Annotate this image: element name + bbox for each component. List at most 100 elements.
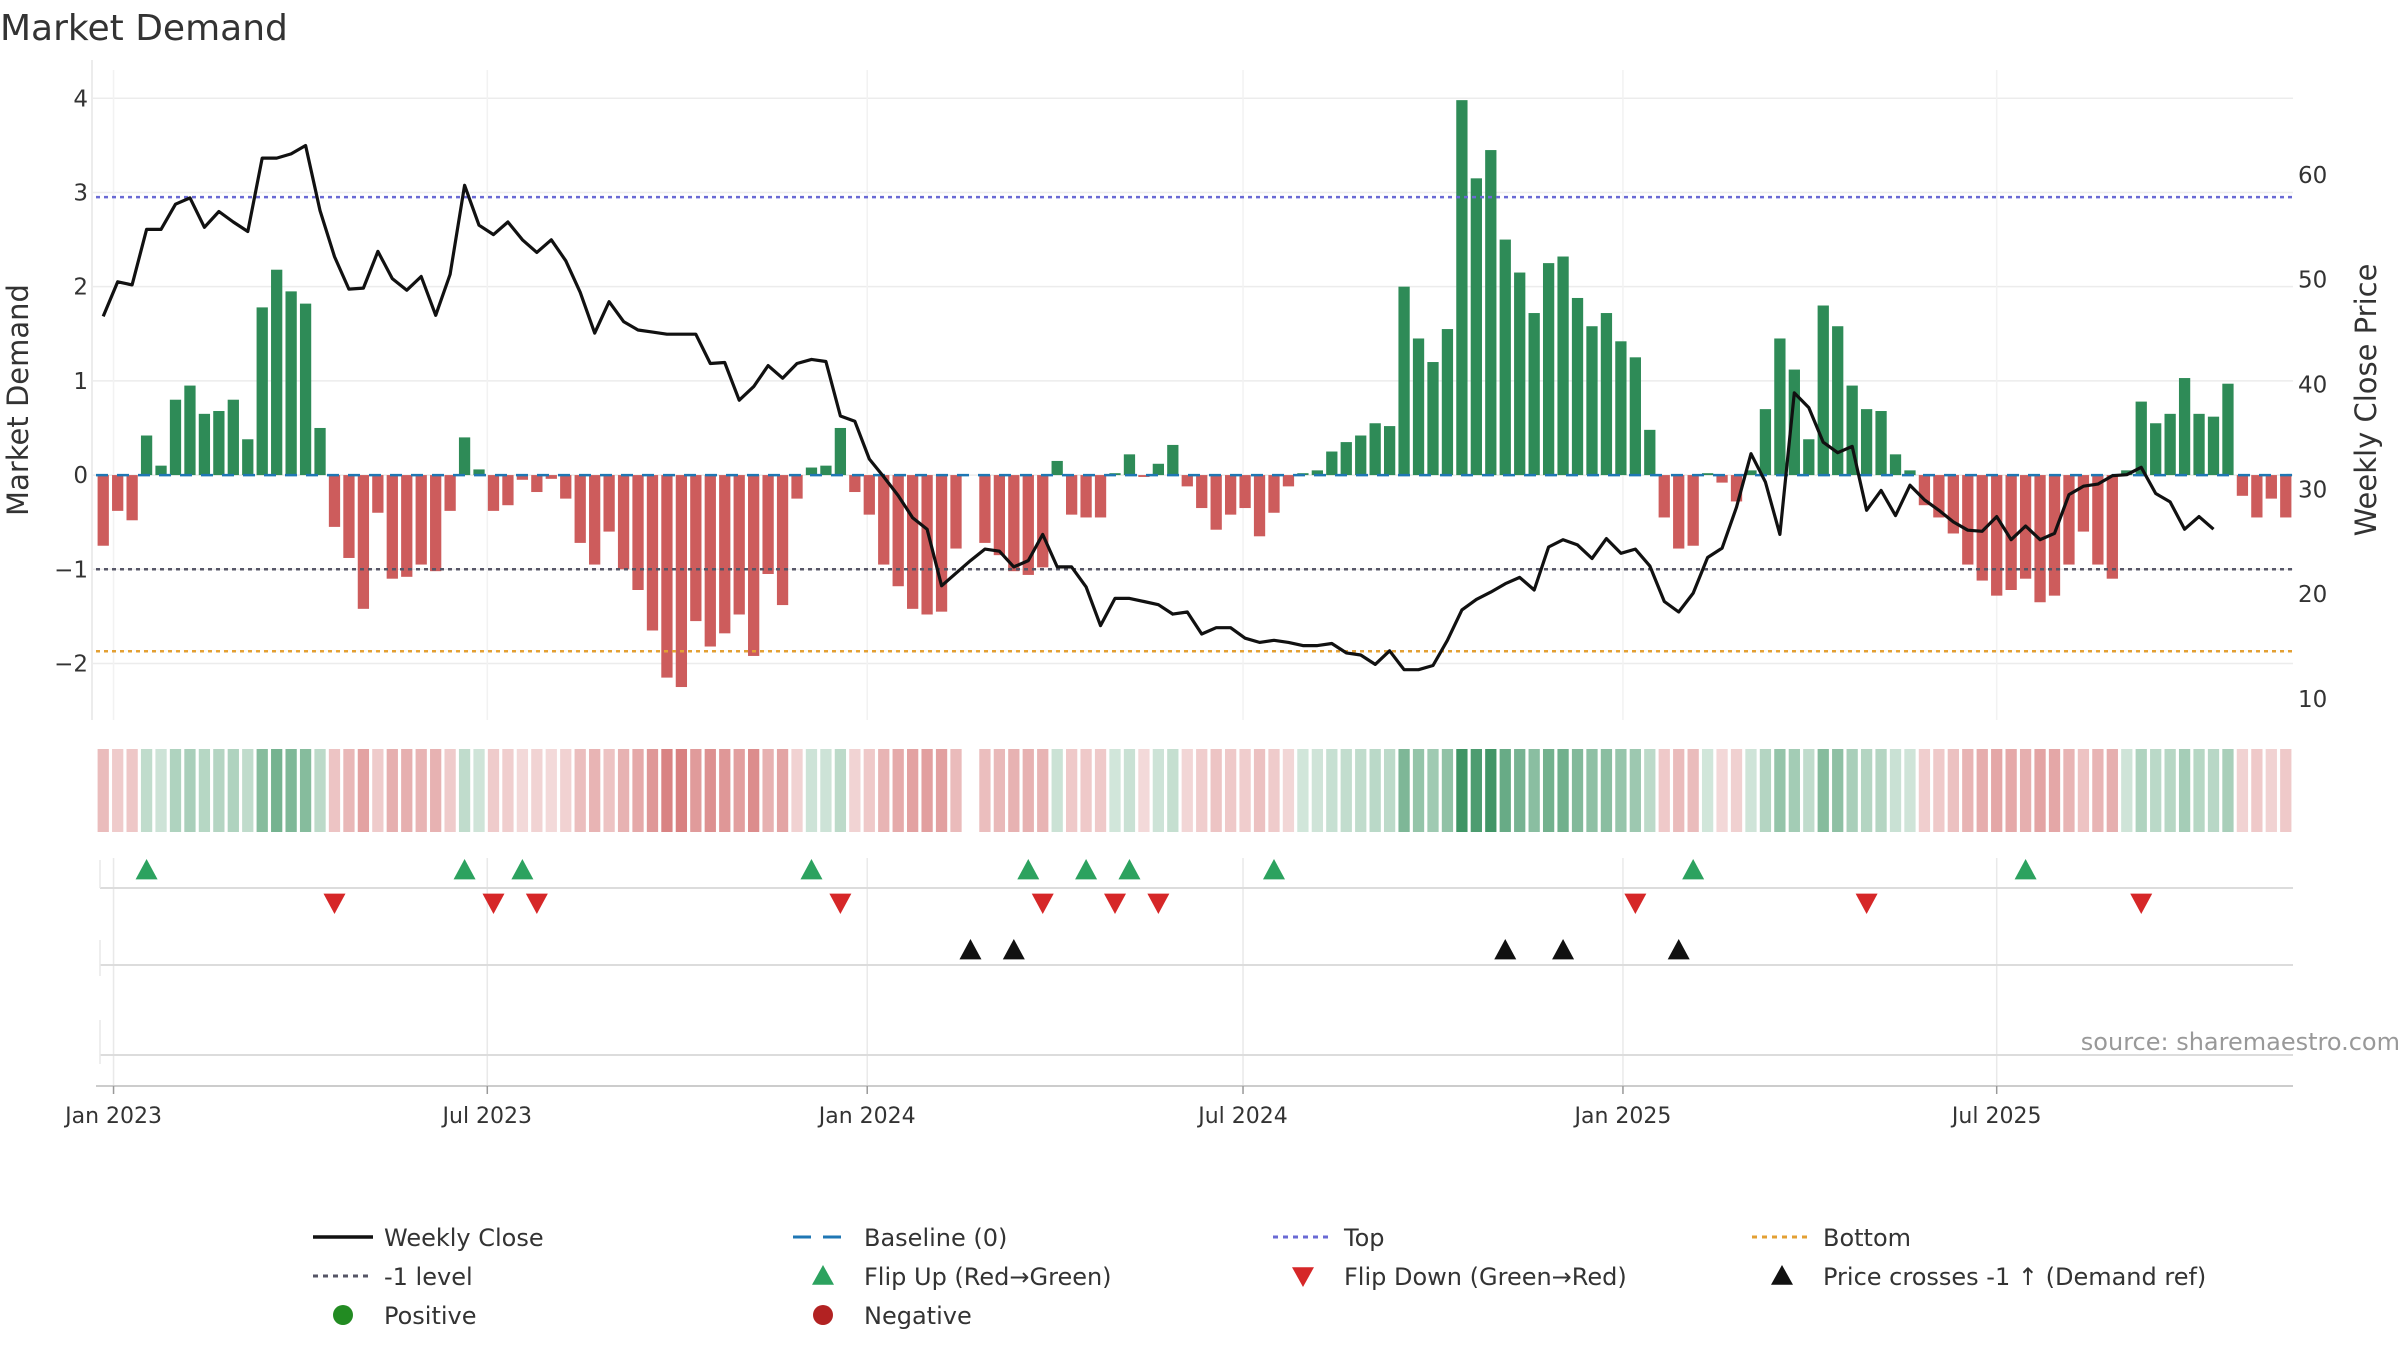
heat-cell [1326, 749, 1338, 832]
heat-cell [1644, 749, 1656, 832]
heat-cell [1196, 749, 1208, 832]
demand-bar-negative [690, 475, 702, 622]
price-cross-marker [1494, 939, 1517, 960]
heat-cell [314, 749, 326, 832]
heat-cell [2251, 749, 2263, 832]
heat-cell [1080, 749, 1092, 832]
heat-cell [1485, 749, 1497, 832]
heat-cell [343, 749, 355, 832]
demand-bar-positive [227, 399, 239, 476]
event-markers [135, 859, 2153, 960]
heat-cell [2063, 749, 2075, 832]
heat-cell [1268, 749, 1280, 832]
demand-bar-positive [1571, 297, 1584, 476]
demand-bar-negative [646, 475, 659, 631]
heat-cell [328, 749, 341, 832]
flip-down-marker [482, 893, 505, 914]
flip-up-marker [453, 859, 476, 880]
demand-bar-negative [401, 475, 413, 577]
heat-cell [719, 749, 731, 832]
heat-cell [1094, 749, 1107, 832]
legend-item: Price crosses -1 ↑ (Demand ref) [1771, 1263, 2206, 1291]
demand-bar-positive [242, 439, 254, 476]
heat-cell [1383, 749, 1396, 832]
chart-title: Market Demand [0, 8, 288, 49]
grid-layer [91, 60, 2293, 1087]
heat-cell [1701, 749, 1714, 832]
heat-cell [198, 749, 211, 832]
demand-bar-positive [1542, 263, 1555, 476]
x-tick-label: Jul 2023 [441, 1104, 533, 1129]
demand-bar-negative [328, 475, 341, 527]
heat-cell [603, 749, 615, 832]
heat-cell [1528, 749, 1540, 832]
heat-cell [2280, 749, 2292, 832]
demand-bar-negative [560, 475, 572, 499]
heat-cell [878, 749, 890, 832]
demand-bar-negative [1933, 475, 1945, 518]
heat-cell [2048, 749, 2061, 832]
heat-cell [1730, 749, 1743, 832]
demand-bar-negative [531, 475, 543, 493]
demand-bar-negative [1066, 475, 1078, 515]
heat-cell [372, 749, 384, 832]
demand-bar-positive [1774, 338, 1786, 476]
heat-cell [1817, 749, 1829, 832]
heat-cell [473, 749, 485, 832]
demand-bar-negative [776, 475, 789, 606]
demand-bar-positive [198, 413, 211, 476]
demand-bar-positive [1629, 357, 1641, 476]
heat-cell [401, 749, 413, 832]
demand-bar-positive [1485, 150, 1497, 476]
demand-bar-positive [1803, 439, 1815, 476]
heat-cell [1037, 749, 1049, 832]
legend-label: Flip Up (Red→Green) [864, 1263, 1112, 1291]
heat-cell [589, 749, 601, 832]
demand-bars [97, 100, 2292, 688]
heat-cell [935, 749, 948, 832]
demand-bar-positive [2135, 401, 2147, 476]
flip-up-marker [1075, 859, 1098, 880]
demand-bar-negative [733, 475, 745, 615]
demand-bar-negative [1918, 475, 1931, 506]
demand-bar-negative [2265, 475, 2277, 499]
y-tick-left: −1 [54, 557, 88, 583]
flip-up-marker [511, 859, 534, 880]
heat-cell [1846, 749, 1858, 832]
legend-swatch-circle [813, 1305, 833, 1325]
demand-bar-negative [1037, 475, 1049, 568]
heat-cell [2005, 749, 2017, 832]
demand-bar-negative [343, 475, 355, 558]
heat-cell [993, 749, 1006, 832]
heat-cell [675, 749, 688, 832]
demand-bar-positive [1412, 338, 1425, 476]
source-label: source: sharemaestro.com [2081, 1028, 2400, 1056]
demand-bar-negative [2005, 475, 2017, 590]
demand-bar-negative [574, 475, 586, 543]
demand-bar-positive [1152, 463, 1165, 476]
x-tick-label: Jan 2023 [63, 1104, 162, 1129]
heat-cell [1239, 749, 1251, 832]
demand-bar-positive [1514, 272, 1526, 476]
demand-bar-positive [1441, 329, 1454, 476]
demand-bar-negative [2077, 475, 2090, 532]
demand-bar-negative [921, 475, 933, 615]
demand-bar-positive [834, 427, 847, 476]
heat-cell [242, 749, 254, 832]
heat-cell [661, 749, 673, 832]
heat-cell [762, 749, 774, 832]
heat-cell [2150, 749, 2162, 832]
heat-cell [1355, 749, 1367, 832]
heat-cell [502, 749, 514, 832]
demand-bar-positive [1615, 341, 1627, 476]
demand-bar-positive [1817, 305, 1829, 476]
heat-cell [1542, 749, 1555, 832]
heat-cell [560, 749, 572, 832]
demand-bar-negative [878, 475, 890, 565]
heat-cell [574, 749, 586, 832]
demand-bar-positive [2178, 378, 2191, 476]
heat-cell [805, 749, 818, 832]
heat-cell [1615, 749, 1627, 832]
